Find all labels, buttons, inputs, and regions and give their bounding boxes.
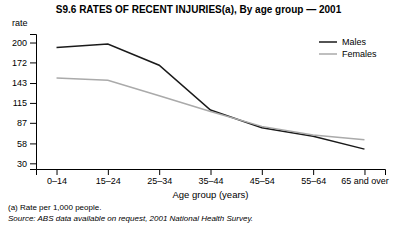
y-tick-mark (30, 103, 36, 104)
y-tick: 172 (12, 58, 36, 68)
y-tick: 200 (12, 38, 36, 48)
y-tick: 87 (17, 118, 36, 128)
x-tick-label: 65 and over (341, 176, 389, 186)
x-tick: 15–24 (96, 169, 121, 186)
x-tick: 45–54 (250, 169, 275, 186)
footnote: Source: ABS data available on request, 2… (8, 214, 253, 223)
x-axis-line (37, 170, 386, 176)
x-tick-label: 35–44 (198, 176, 223, 186)
legend-swatch (319, 41, 337, 43)
y-tick-label: 143 (12, 78, 27, 88)
y-tick-mark (30, 123, 36, 124)
legend-label: Males (342, 37, 367, 47)
x-label: Age group (years) (172, 189, 248, 200)
y-tick-label: 200 (12, 38, 27, 48)
x-tick-mark (313, 169, 314, 175)
plot: 30 58 87 115 143 172 200 0–14 15–24 25–34 35–44 45–… (12, 35, 389, 187)
x-tick: 65 and over (341, 169, 389, 186)
x-tick-mark (364, 169, 365, 175)
y-tick-label: 115 (13, 98, 27, 108)
y-axis: 30 58 87 115 143 172 200 (12, 35, 37, 170)
x-tick: 35–44 (198, 169, 223, 186)
y-tick-label: 172 (12, 58, 27, 68)
x-tick: 0–14 (47, 169, 67, 186)
x-tick-mark (159, 169, 160, 175)
y-tick-mark (30, 62, 36, 63)
x-tick: 55–64 (301, 169, 326, 186)
x-axis: 0–14 15–24 25–34 35–44 45–54 55–64 65 and over (37, 169, 389, 186)
y-tick: 30 (17, 159, 36, 169)
series-line (57, 78, 365, 140)
x-tick-label: 45–54 (250, 176, 275, 186)
y-tick-label: 87 (17, 118, 27, 128)
x-tick-label: 25–34 (147, 176, 172, 186)
footnote: (a) Rate per 1,000 people. (8, 203, 101, 212)
y-tick-mark (30, 143, 36, 144)
y-tick: 143 (12, 78, 36, 88)
y-tick-label: 30 (17, 159, 27, 169)
series-line (57, 44, 365, 149)
legend-swatch (319, 53, 337, 55)
legend-item: Females (319, 49, 377, 59)
y-tick-mark (30, 83, 36, 84)
y-tick-mark (30, 43, 36, 44)
title: S9.6 RATES OF RECENT INJURIES(a), By age… (56, 4, 342, 15)
x-tick-label: 55–64 (301, 176, 326, 186)
x-tick-mark (211, 169, 212, 175)
legend: Males Females (319, 37, 377, 59)
x-tick-mark (262, 169, 263, 175)
legend-label: Females (342, 49, 377, 59)
chart: 30 58 87 115 143 172 200 0–14 15–24 25–34 35–44 45–… (0, 0, 397, 227)
x-tick-label: 15–24 (96, 176, 121, 186)
y-tick-label: 58 (17, 139, 27, 149)
y-axis-line (30, 35, 37, 170)
y-tick-mark (30, 163, 36, 164)
x-tick-label: 0–14 (47, 176, 67, 186)
y-label: rate (12, 18, 28, 28)
x-tick: 25–34 (147, 169, 172, 186)
lines (57, 44, 365, 149)
x-tick-mark (108, 169, 109, 175)
x-tick-mark (57, 169, 58, 175)
legend-item: Males (319, 37, 367, 47)
y-tick: 115 (13, 98, 36, 108)
y-tick: 58 (17, 139, 36, 149)
